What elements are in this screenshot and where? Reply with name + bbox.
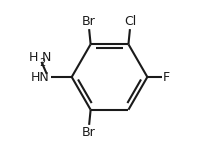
Text: H: H (29, 51, 38, 64)
Text: N: N (42, 51, 51, 64)
Text: Br: Br (81, 126, 95, 139)
Text: Br: Br (81, 15, 95, 28)
Text: HN: HN (31, 71, 50, 84)
Text: F: F (163, 71, 170, 83)
Text: 2: 2 (39, 58, 46, 68)
Text: Cl: Cl (125, 15, 137, 28)
